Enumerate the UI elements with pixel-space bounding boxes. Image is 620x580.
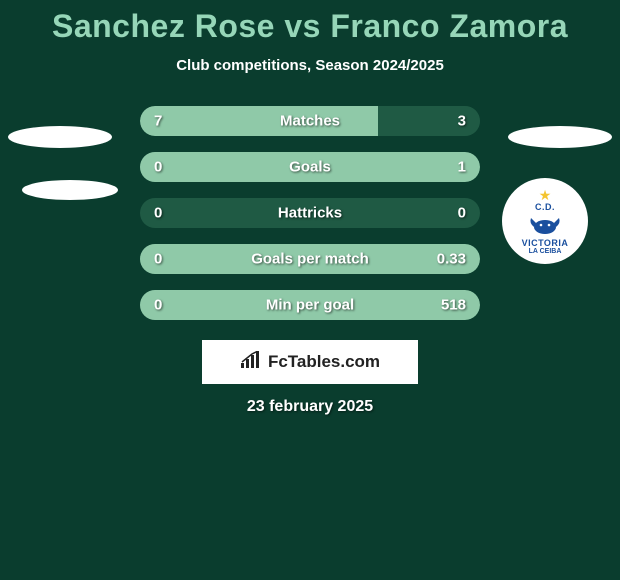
player-right-placeholder	[508, 126, 612, 148]
stat-value-right: 0	[458, 205, 466, 222]
stat-value-left: 0	[154, 205, 162, 222]
subtitle: Club competitions, Season 2024/2025	[0, 57, 620, 74]
player-left-placeholder-1	[8, 126, 112, 148]
badge-top-text: C.D.	[535, 202, 555, 212]
player-left-placeholder-2	[22, 180, 118, 200]
stat-label: Min per goal	[266, 297, 354, 314]
page-title: Sanchez Rose vs Franco Zamora	[0, 8, 620, 45]
stat-value-right: 1	[458, 159, 466, 176]
stat-value-left: 0	[154, 297, 162, 314]
badge-sub-text: LA CEIBA	[529, 248, 562, 255]
stat-row: 0 Goals per match 0.33	[140, 244, 480, 274]
stat-value-left: 0	[154, 159, 162, 176]
date-text: 23 february 2025	[0, 398, 620, 416]
badge-main-text: VICTORIA	[522, 238, 569, 248]
star-icon: ★	[539, 188, 552, 202]
stat-row: 0 Hattricks 0	[140, 198, 480, 228]
stat-value-right: 518	[441, 297, 466, 314]
branding-box[interactable]: FcTables.com	[202, 340, 418, 384]
stat-label: Goals per match	[251, 251, 369, 268]
chart-icon	[240, 351, 262, 374]
stat-label: Matches	[280, 113, 340, 130]
stat-fill-left	[140, 106, 378, 136]
stat-value-left: 7	[154, 113, 162, 130]
stat-row: 0 Min per goal 518	[140, 290, 480, 320]
stat-label: Goals	[289, 159, 331, 176]
stat-label: Hattricks	[278, 205, 342, 222]
stat-value-right: 3	[458, 113, 466, 130]
branding-text: FcTables.com	[268, 352, 380, 372]
stat-value-right: 0.33	[437, 251, 466, 268]
stat-row: 7 Matches 3	[140, 106, 480, 136]
crab-icon	[526, 214, 564, 236]
stat-value-left: 0	[154, 251, 162, 268]
club-badge-victoria: ★ C.D. VICTORIA LA CEIBA	[502, 178, 588, 264]
stat-row: 0 Goals 1	[140, 152, 480, 182]
